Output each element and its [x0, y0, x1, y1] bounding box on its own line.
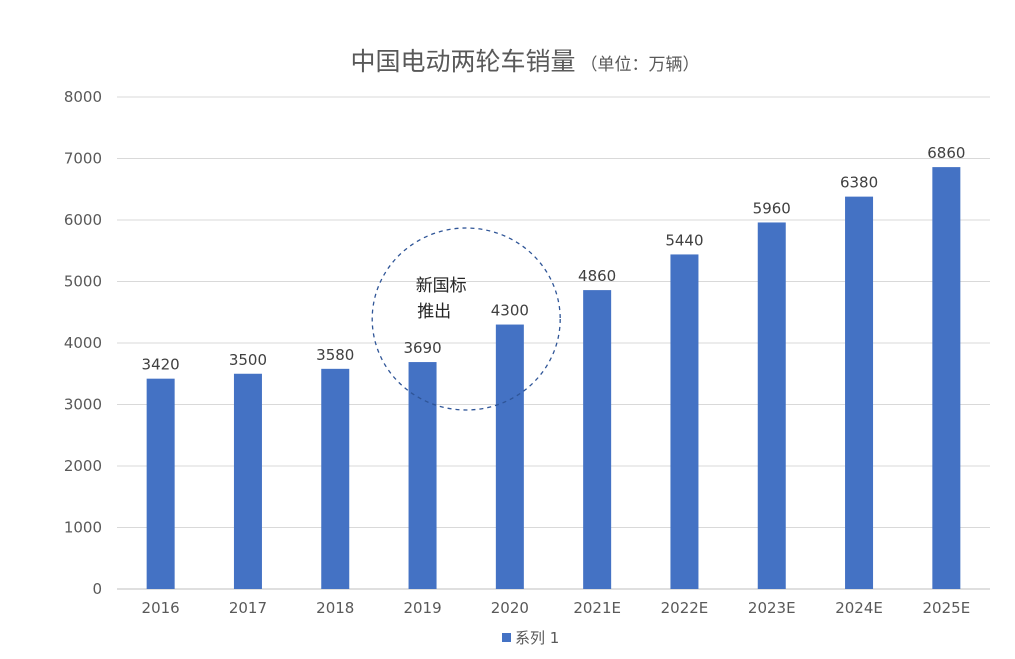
bar	[757, 222, 786, 589]
bar	[233, 373, 262, 589]
y-tick-label: 4000	[64, 334, 102, 352]
bar	[932, 167, 961, 590]
data-label: 3420	[142, 356, 180, 374]
bar	[146, 378, 175, 589]
x-tick-label: 2019	[403, 599, 441, 617]
y-tick-label: 0	[92, 580, 102, 598]
data-labels: 3420 3500 3580 3690 4300 4860 5440 5960 6380 6860	[142, 144, 966, 374]
data-label: 3690	[403, 339, 441, 357]
data-label: 5960	[753, 199, 791, 217]
annotation-line-1: 新国标	[416, 276, 467, 296]
bar	[495, 324, 524, 589]
y-tick-label: 6000	[64, 211, 102, 229]
legend-swatch	[502, 633, 511, 642]
bar	[321, 368, 350, 589]
bar	[408, 362, 437, 589]
y-tick-label: 8000	[64, 88, 102, 106]
data-label: 5440	[665, 231, 703, 249]
y-tick-label: 5000	[64, 273, 102, 291]
bar	[583, 290, 612, 589]
bar	[670, 254, 699, 589]
x-tick-label: 2023E	[748, 599, 796, 617]
x-tick-label: 2016	[142, 599, 180, 617]
y-tick-label: 3000	[64, 396, 102, 414]
data-label: 4300	[491, 302, 529, 320]
bars	[146, 167, 961, 590]
x-tick-label: 2017	[229, 599, 267, 617]
data-label: 3580	[316, 346, 354, 364]
x-axis-ticks: 2016 2017 2018 2019 2020 2021E 2022E 2023E 2024E…	[142, 599, 971, 617]
x-tick-label: 2024E	[835, 599, 883, 617]
y-tick-label: 7000	[64, 150, 102, 168]
annotation-line-2: 推出	[417, 302, 451, 322]
bar	[845, 196, 874, 589]
gridlines	[117, 96, 990, 590]
y-tick-label: 2000	[64, 457, 102, 475]
data-label: 6380	[840, 174, 878, 192]
chart-title: 中国电动两轮车销量 （单位：万辆）	[350, 47, 699, 76]
annotation: 新国标 推出	[371, 227, 561, 411]
annotation-circle	[371, 227, 561, 411]
x-tick-label: 2021E	[573, 599, 621, 617]
legend: 系列 1	[502, 629, 559, 647]
legend-label: 系列 1	[515, 629, 559, 647]
x-tick-label: 2022E	[661, 599, 709, 617]
data-label: 6860	[927, 144, 965, 162]
data-label: 4860	[578, 267, 616, 285]
chart-title-unit: （单位：万辆）	[581, 55, 700, 75]
chart-title-main: 中国电动两轮车销量	[350, 47, 575, 76]
data-label: 3500	[229, 351, 267, 369]
y-tick-label: 1000	[64, 519, 102, 537]
y-axis-ticks: 0 1000 2000 3000 4000 5000 6000 7000 8000	[64, 88, 102, 598]
x-tick-label: 2025E	[923, 599, 971, 617]
x-tick-label: 2020	[491, 599, 529, 617]
x-tick-label: 2018	[316, 599, 354, 617]
